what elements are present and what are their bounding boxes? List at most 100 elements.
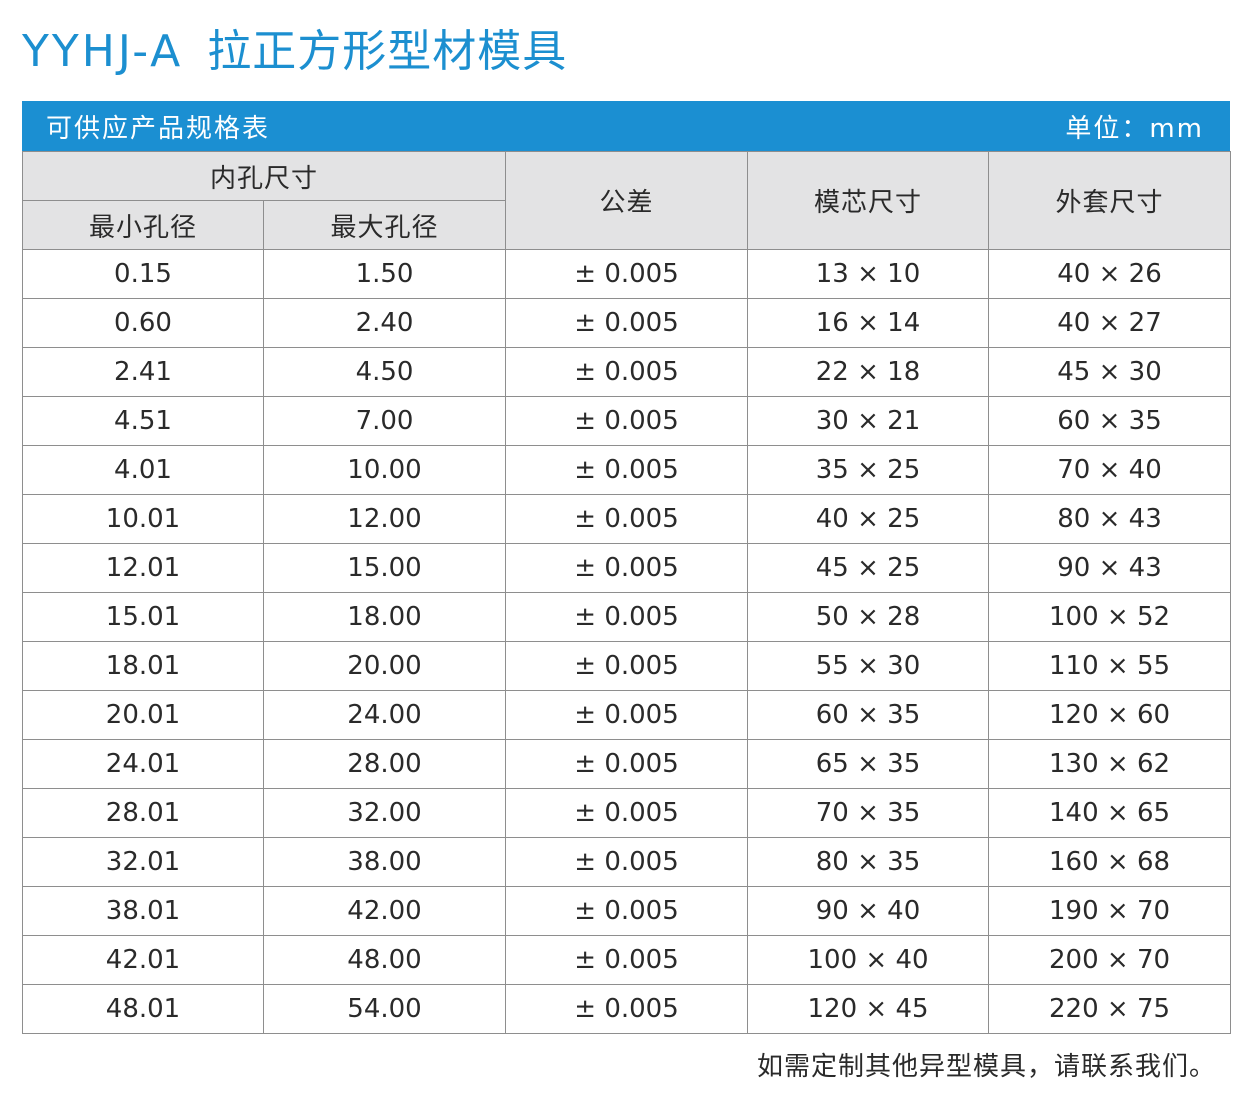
cell-max-hole: 7.00 <box>262 396 507 446</box>
header-core-size: 模芯尺寸 <box>747 151 990 250</box>
cell-casing-size: 140 × 65 <box>988 788 1232 838</box>
cell-tolerance: ± 0.005 <box>505 592 749 642</box>
cell-casing-size: 90 × 43 <box>988 543 1232 593</box>
cell-tolerance: ± 0.005 <box>505 445 749 495</box>
cell-tolerance: ± 0.005 <box>505 984 749 1034</box>
cell-min-hole: 32.01 <box>22 837 264 887</box>
cell-casing-size: 220 × 75 <box>988 984 1232 1034</box>
header-tolerance: 公差 <box>505 151 749 250</box>
cell-min-hole: 4.51 <box>22 396 264 446</box>
cell-casing-size: 200 × 70 <box>988 935 1232 985</box>
cell-min-hole: 0.15 <box>22 249 264 299</box>
cell-max-hole: 18.00 <box>262 592 507 642</box>
table-row: 48.01 54.00 ± 0.005 120 × 45 220 × 75 <box>22 984 1232 1034</box>
cell-core-size: 50 × 28 <box>747 592 990 642</box>
cell-min-hole: 10.01 <box>22 494 264 544</box>
cell-tolerance: ± 0.005 <box>505 298 749 348</box>
cell-core-size: 60 × 35 <box>747 690 990 740</box>
table-row: 0.15 1.50 ± 0.005 13 × 10 40 × 26 <box>22 249 1232 299</box>
cell-casing-size: 190 × 70 <box>988 886 1232 936</box>
cell-min-hole: 38.01 <box>22 886 264 936</box>
cell-tolerance: ± 0.005 <box>505 886 749 936</box>
table-banner-title: 可供应产品规格表 <box>46 113 271 144</box>
cell-casing-size: 60 × 35 <box>988 396 1232 446</box>
cell-tolerance: ± 0.005 <box>505 494 749 544</box>
cell-max-hole: 48.00 <box>262 935 507 985</box>
cell-tolerance: ± 0.005 <box>505 396 749 446</box>
table-banner: 可供应产品规格表 单位：mm <box>22 101 1230 151</box>
cell-tolerance: ± 0.005 <box>505 690 749 740</box>
cell-max-hole: 15.00 <box>262 543 507 593</box>
cell-core-size: 55 × 30 <box>747 641 990 691</box>
cell-min-hole: 15.01 <box>22 592 264 642</box>
cell-casing-size: 120 × 60 <box>988 690 1232 740</box>
table-row: 24.01 28.00 ± 0.005 65 × 35 130 × 62 <box>22 739 1232 789</box>
cell-core-size: 30 × 21 <box>747 396 990 446</box>
table-row: 42.01 48.00 ± 0.005 100 × 40 200 × 70 <box>22 935 1232 985</box>
cell-tolerance: ± 0.005 <box>505 837 749 887</box>
cell-max-hole: 10.00 <box>262 445 507 495</box>
cell-core-size: 120 × 45 <box>747 984 990 1034</box>
cell-tolerance: ± 0.005 <box>505 543 749 593</box>
cell-core-size: 13 × 10 <box>747 249 990 299</box>
cell-core-size: 80 × 35 <box>747 837 990 887</box>
cell-tolerance: ± 0.005 <box>505 935 749 985</box>
title-model: YYHJ-A <box>22 26 184 77</box>
header-max-hole: 最大孔径 <box>262 200 507 250</box>
cell-tolerance: ± 0.005 <box>505 788 749 838</box>
table-body: 0.15 1.50 ± 0.005 13 × 10 40 × 26 0.60 2.40 ± 0… <box>22 249 1232 1034</box>
table-unit-label: 单位：mm <box>1065 113 1204 144</box>
header-casing-size: 外套尺寸 <box>988 151 1232 250</box>
cell-tolerance: ± 0.005 <box>505 249 749 299</box>
cell-min-hole: 18.01 <box>22 641 264 691</box>
cell-max-hole: 28.00 <box>262 739 507 789</box>
table-row: 4.01 10.00 ± 0.005 35 × 25 70 × 40 <box>22 445 1232 495</box>
table-row: 12.01 15.00 ± 0.005 45 × 25 90 × 43 <box>22 543 1232 593</box>
header-min-hole: 最小孔径 <box>22 200 264 250</box>
cell-max-hole: 2.40 <box>262 298 507 348</box>
cell-casing-size: 80 × 43 <box>988 494 1232 544</box>
table-row: 2.41 4.50 ± 0.005 22 × 18 45 × 30 <box>22 347 1232 397</box>
cell-casing-size: 70 × 40 <box>988 445 1232 495</box>
header-inner-hole: 内孔尺寸 <box>21 151 507 201</box>
table-row: 38.01 42.00 ± 0.005 90 × 40 190 × 70 <box>22 886 1232 936</box>
table-row: 32.01 38.00 ± 0.005 80 × 35 160 × 68 <box>22 837 1232 887</box>
cell-max-hole: 12.00 <box>262 494 507 544</box>
cell-casing-size: 40 × 27 <box>988 298 1232 348</box>
table-row: 15.01 18.00 ± 0.005 50 × 28 100 × 52 <box>22 592 1232 642</box>
cell-core-size: 16 × 14 <box>747 298 990 348</box>
table-row: 18.01 20.00 ± 0.005 55 × 30 110 × 55 <box>22 641 1232 691</box>
table-row: 28.01 32.00 ± 0.005 70 × 35 140 × 65 <box>22 788 1232 838</box>
table-row: 0.60 2.40 ± 0.005 16 × 14 40 × 27 <box>22 298 1232 348</box>
cell-min-hole: 24.01 <box>22 739 264 789</box>
page-title: YYHJ-A 拉正方形型材模具 <box>22 22 567 82</box>
cell-min-hole: 48.01 <box>22 984 264 1034</box>
cell-casing-size: 40 × 26 <box>988 249 1232 299</box>
cell-core-size: 100 × 40 <box>747 935 990 985</box>
footer-note: 如需定制其他异型模具，请联系我们。 <box>756 1052 1216 1082</box>
cell-core-size: 65 × 35 <box>747 739 990 789</box>
cell-tolerance: ± 0.005 <box>505 347 749 397</box>
cell-min-hole: 2.41 <box>22 347 264 397</box>
cell-max-hole: 42.00 <box>262 886 507 936</box>
cell-max-hole: 4.50 <box>262 347 507 397</box>
cell-min-hole: 20.01 <box>22 690 264 740</box>
table-subheader-row: 最小孔径 最大孔径 <box>22 200 1231 250</box>
cell-casing-size: 100 × 52 <box>988 592 1232 642</box>
table-row: 10.01 12.00 ± 0.005 40 × 25 80 × 43 <box>22 494 1232 544</box>
cell-casing-size: 160 × 68 <box>988 837 1232 887</box>
cell-max-hole: 1.50 <box>262 249 507 299</box>
cell-tolerance: ± 0.005 <box>505 641 749 691</box>
cell-core-size: 40 × 25 <box>747 494 990 544</box>
cell-casing-size: 45 × 30 <box>988 347 1232 397</box>
cell-min-hole: 42.01 <box>22 935 264 985</box>
cell-min-hole: 12.01 <box>22 543 264 593</box>
cell-casing-size: 110 × 55 <box>988 641 1232 691</box>
table-header-row: 内孔尺寸 公差 模芯尺寸 外套尺寸 <box>21 151 1232 250</box>
cell-core-size: 90 × 40 <box>747 886 990 936</box>
cell-min-hole: 0.60 <box>22 298 264 348</box>
spec-table-section: 可供应产品规格表 单位：mm 内孔尺寸 公差 模芯尺寸 外套尺寸 最小孔径 最大… <box>21 101 1232 1034</box>
cell-max-hole: 32.00 <box>262 788 507 838</box>
table-row: 4.51 7.00 ± 0.005 30 × 21 60 × 35 <box>22 396 1232 446</box>
cell-max-hole: 24.00 <box>262 690 507 740</box>
